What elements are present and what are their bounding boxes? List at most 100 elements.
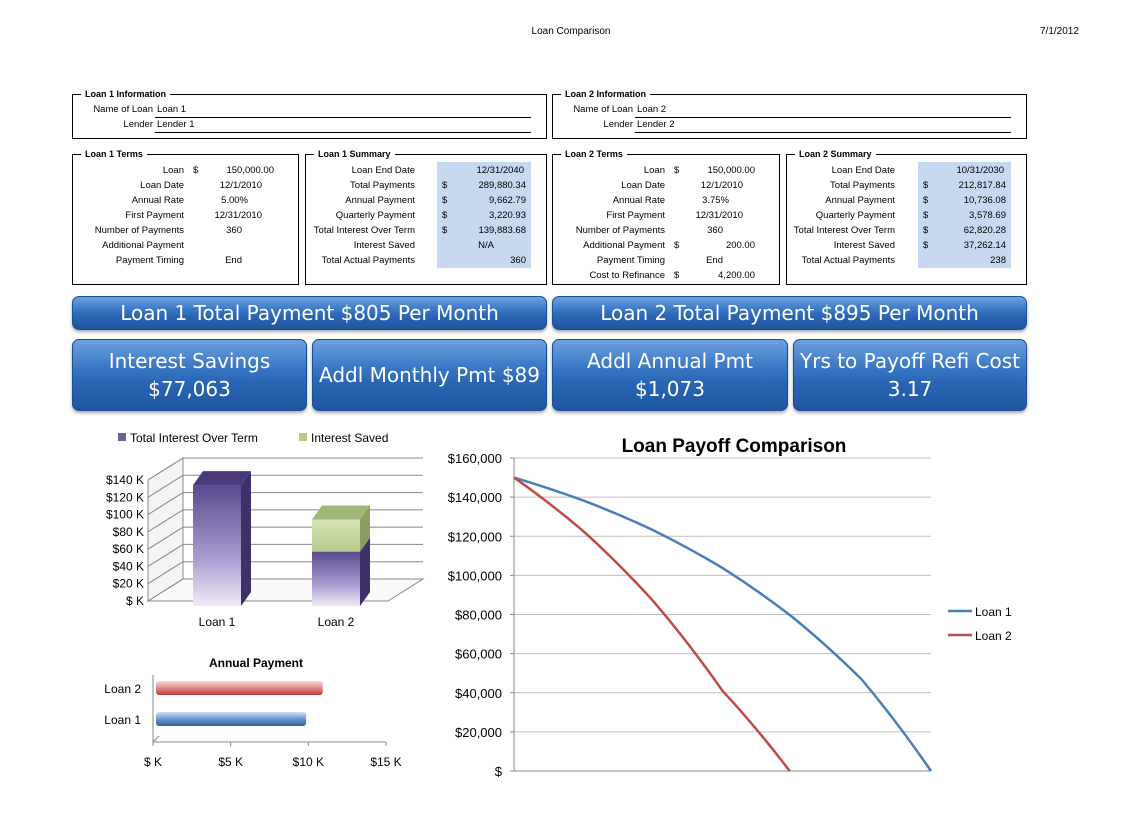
loan1_terms-value[interactable]: 5.00%: [221, 195, 248, 206]
loan1_terms-row: Number of Payments 360: [73, 223, 298, 238]
loan2_summary-value[interactable]: 10,736.08: [963, 195, 1006, 206]
bar-interest-1-side: [241, 471, 251, 606]
payoff-y-tick-label: $: [495, 764, 503, 779]
loan2_summary-value[interactable]: 238: [990, 255, 1006, 266]
yrs-payoff-card: Yrs to Payoff Refi Cost 3.17: [793, 339, 1027, 411]
loan2_summary-value[interactable]: 3,578.69: [969, 210, 1006, 221]
annual-bar-loan-2: [156, 681, 323, 695]
loan2_terms-value[interactable]: 200.00: [725, 240, 755, 251]
loan2_summary-label: Loan End Date: [831, 165, 895, 176]
loan1_summary-value[interactable]: 360: [510, 255, 526, 266]
loan2_terms-currency: $: [674, 270, 680, 281]
bar-interest-1-front: [193, 485, 241, 606]
loan1_summary-label: Annual Payment: [345, 195, 415, 206]
loan1_terms-value[interactable]: End: [225, 255, 242, 266]
loan2_terms-label: Loan: [643, 165, 665, 176]
chart-gridline-side: [147, 526, 184, 550]
loan2_terms-value[interactable]: 360: [707, 225, 723, 236]
chart-gridline-side: [147, 561, 184, 585]
loan1_summary-currency: $: [442, 195, 448, 206]
annual-x-tick-label: $ K: [144, 755, 162, 769]
loan1_terms-value[interactable]: 12/31/2010: [214, 210, 262, 221]
loan1-summary-highlight: [437, 162, 531, 268]
interest-savings-card: Interest Savings $77,063: [72, 339, 307, 411]
loan2-summary-highlight: [918, 162, 1011, 268]
loan2_terms-value[interactable]: 4,200.00: [718, 270, 755, 281]
loan1_summary-currency: $: [442, 210, 448, 221]
loan1-terms-panel: Loan 1 Terms Loan $150,000.00 Loan Date 12/…: [72, 148, 299, 285]
loan1_summary-currency: $: [442, 180, 448, 191]
payoff-y-tick-label: $120,000: [448, 529, 502, 544]
loan2_terms-value[interactable]: End: [706, 255, 723, 266]
loan2_terms-value[interactable]: 150,000.00: [707, 165, 755, 176]
annual-x-tick-label: $5 K: [218, 755, 243, 769]
loan1_summary-value[interactable]: 3,220.93: [489, 210, 526, 221]
loan2_summary-value[interactable]: 10/31/2030: [956, 165, 1004, 176]
loan1_summary-value[interactable]: N/A: [478, 240, 494, 251]
loan1_terms-row: Additional Payment: [73, 238, 298, 253]
loan2_summary-label: Total Actual Payments: [801, 255, 895, 266]
loan2-info-legend: Loan 2 Information: [561, 88, 650, 100]
interest-savings-label: Interest Savings: [108, 349, 271, 373]
interest-savings-value: $77,063: [148, 377, 231, 401]
loan1_summary-value[interactable]: 9,662.79: [489, 195, 526, 206]
loan2_terms-currency: $: [674, 240, 680, 251]
legend-swatch-saved: [299, 433, 307, 441]
loan1_terms-value[interactable]: 12/1/2010: [219, 180, 262, 191]
payoff-y-tick-label: $100,000: [448, 568, 502, 583]
loan2_summary-row: Loan End Date 10/31/2030: [787, 163, 1026, 178]
loan2_summary-label: Annual Payment: [825, 195, 895, 206]
loan2_terms-label: Number of Payments: [575, 225, 665, 236]
loan2_summary-row: Quarterly Payment $3,578.69: [787, 208, 1026, 223]
loan1_terms-label: Number of Payments: [94, 225, 184, 236]
loan2_terms-label: Payment Timing: [596, 255, 665, 266]
annual-floor-edge: [152, 735, 160, 743]
loan1_terms-label: Annual Rate: [131, 195, 184, 206]
loan1_terms-value[interactable]: 360: [226, 225, 242, 236]
loan1_summary-row: Quarterly Payment $3,220.93: [306, 208, 546, 223]
payoff-y-tick-label: $160,000: [448, 451, 502, 466]
loan1_summary-label: Total Actual Payments: [321, 255, 415, 266]
chart-gridline-side: [147, 492, 184, 515]
loan2_summary-currency: $: [923, 180, 929, 191]
loan1-lender-label: Lender: [123, 119, 153, 130]
loan2_summary-value[interactable]: 212,817.84: [958, 180, 1006, 191]
loan1_summary-value[interactable]: 139,883.68: [478, 225, 526, 236]
y-tick-label: $60 K: [113, 542, 144, 556]
loan1_summary-label: Total Interest Over Term: [313, 225, 415, 236]
payoff-y-tick-label: $20,000: [455, 725, 502, 740]
loan1_terms-value[interactable]: 150,000.00: [226, 165, 274, 176]
loan2-info-panel: Loan 2 Information Name of Loan Loan 2 L…: [552, 88, 1027, 139]
chart-side-wall: [147, 457, 184, 602]
yrs-payoff-label: Yrs to Payoff Refi Cost: [800, 349, 1020, 373]
loan2-total-banner: Loan 2 Total Payment $895 Per Month: [552, 296, 1027, 330]
loan2_summary-value[interactable]: 37,262.14: [963, 240, 1006, 251]
loan1_terms-currency: $: [193, 165, 199, 176]
y-tick-label: $120 K: [106, 490, 144, 504]
annual-y-label: Loan 1: [104, 713, 141, 727]
loan2_summary-value[interactable]: 62,820.28: [963, 225, 1006, 236]
loan1-terms-legend: Loan 1 Terms: [81, 148, 147, 160]
loan1_summary-row: Interest Saved N/A: [306, 238, 546, 253]
loan2_terms-value[interactable]: 12/1/2010: [700, 180, 743, 191]
loan2-lender-field[interactable]: Lender 2: [635, 118, 1011, 133]
yrs-payoff-value: 3.17: [887, 377, 933, 401]
loan2_terms-value[interactable]: 3.75%: [702, 195, 729, 206]
y-tick-label: $40 K: [113, 559, 144, 573]
payoff-y-tick-label: $60,000: [455, 647, 502, 662]
loan1_terms-row: Payment Timing End: [73, 253, 298, 268]
loan2_terms-row: Cost to Refinance $4,200.00: [553, 268, 779, 283]
loan1-lender-field[interactable]: Lender 1: [155, 118, 531, 133]
loan1_summary-value[interactable]: 289,880.34: [478, 180, 526, 191]
y-tick-label: $100 K: [106, 508, 144, 522]
loan1-name-field[interactable]: Loan 1: [155, 103, 531, 118]
loan2_terms-value[interactable]: 12/31/2010: [695, 210, 743, 221]
addl-annual-label: Addl Annual Pmt: [587, 349, 753, 373]
loan2-name-field[interactable]: Loan 2: [635, 103, 1011, 118]
y-tick-label: $20 K: [113, 577, 144, 591]
loan2-summary-legend: Loan 2 Summary: [795, 148, 876, 160]
loan1_terms-label: Loan Date: [140, 180, 184, 191]
loan2_terms-label: First Payment: [606, 210, 665, 221]
loan1_summary-value[interactable]: 12/31/2040: [476, 165, 524, 176]
payoff-y-tick-label: $80,000: [455, 608, 502, 623]
